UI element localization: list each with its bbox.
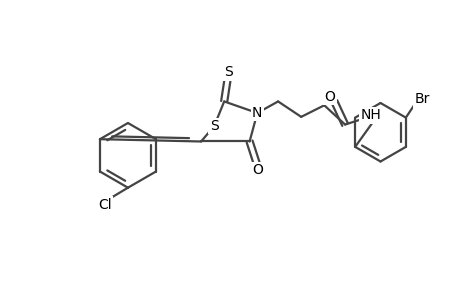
Text: NH: NH	[359, 108, 380, 122]
Text: S: S	[223, 65, 232, 79]
Text: S: S	[209, 119, 218, 133]
Text: Br: Br	[414, 92, 430, 106]
Text: O: O	[252, 163, 262, 177]
Text: N: N	[252, 106, 262, 120]
Text: O: O	[324, 90, 335, 104]
Text: Cl: Cl	[98, 198, 112, 212]
